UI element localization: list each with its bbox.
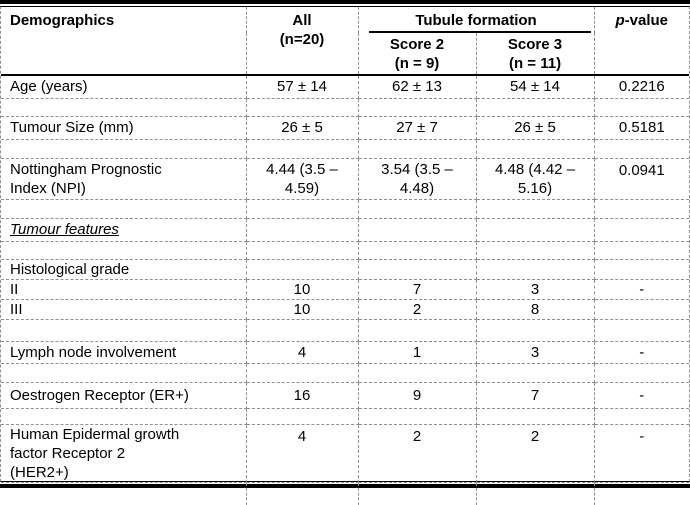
cell-score2: 2: [357, 298, 477, 320]
cell-score2: 2: [357, 423, 477, 483]
header-all-label: All: [292, 12, 312, 29]
cell-score2: 62 ± 13: [357, 74, 477, 99]
header-p-value-rest: -value: [624, 12, 669, 29]
cell-label: Oestrogen Receptor (ER+): [1, 381, 247, 409]
cell-label-text: Human Epidermal growth factor Receptor 2…: [10, 425, 180, 481]
cell-score2: 7: [357, 278, 477, 300]
header-score2-label: Score 2: [389, 36, 445, 53]
table-row-oestrogen-receptor: Oestrogen Receptor (ER+) 16 9 7 -: [1, 381, 689, 409]
demographics-table: Demographics All (n=20) Tubule formation…: [1, 7, 689, 505]
cell-score2: 27 ± 7: [357, 115, 477, 140]
cell-all: 26 ± 5: [245, 115, 359, 140]
cell-label: III: [1, 298, 247, 320]
cell-all: 4.44 (3.5 – 4.59): [245, 157, 359, 200]
cell-all: 57 ± 14: [245, 74, 359, 99]
table-row-age: Age (years) 57 ± 14 62 ± 13 54 ± 14 0.22…: [1, 74, 689, 99]
cell-label: Age (years): [1, 74, 247, 99]
header-score3-n: (n = 11): [508, 55, 562, 72]
table-row-her2: Human Epidermal growth factor Receptor 2…: [1, 423, 689, 483]
header-score3: Score 3 (n = 11): [475, 33, 595, 76]
cell-score2: 9: [357, 381, 477, 409]
cell-label-text: Nottingham Prognostic Index (NPI): [10, 160, 162, 197]
table-frame-inner: Demographics All (n=20) Tubule formation…: [0, 6, 690, 505]
cell-pvalue: [593, 298, 689, 320]
cell-pvalue: 0.2216: [593, 74, 689, 99]
header-row-main: Demographics All (n=20) Tubule formation…: [1, 7, 689, 76]
cell-label: Lymph node involvement: [1, 340, 247, 364]
table-row-npi: Nottingham Prognostic Index (NPI) 4.44 (…: [1, 157, 689, 200]
header-score2: Score 2 (n = 9): [357, 33, 477, 76]
cell-score3: 3: [475, 278, 595, 300]
spacer-row: [1, 362, 689, 383]
cell-pvalue: -: [593, 278, 689, 300]
header-all-n: (n=20): [279, 31, 325, 48]
cell-label: Histological grade: [1, 258, 247, 280]
cell-score3: 8: [475, 298, 595, 320]
cell-label: Tumour features: [1, 217, 247, 242]
spacer-row: [1, 198, 689, 219]
table-row-tumour-features-section: Tumour features: [1, 217, 689, 242]
cell-all: 4: [245, 423, 359, 483]
tubule-underline-rule: [368, 31, 591, 33]
cell-all: 4: [245, 340, 359, 364]
header-demographics: Demographics: [1, 7, 247, 76]
cell-score2: 1: [357, 340, 477, 364]
spacer-row: [1, 481, 689, 505]
cell-pvalue: -: [593, 423, 689, 483]
cell-label: Human Epidermal growth factor Receptor 2…: [1, 423, 247, 483]
cell-score3: 3: [475, 340, 595, 364]
header-p-value: p-value: [593, 7, 689, 76]
table-row-lymph-node: Lymph node involvement 4 1 3 -: [1, 340, 689, 364]
cell-score3: 54 ± 14: [475, 74, 595, 99]
header-all: All (n=20): [245, 7, 359, 76]
spacer-row: [1, 138, 689, 159]
table-row-grade-2: II 10 7 3 -: [1, 278, 689, 300]
table-body: Age (years) 57 ± 14 62 ± 13 54 ± 14 0.22…: [1, 74, 689, 505]
cell-label: II: [1, 278, 247, 300]
spacer-row: [1, 97, 689, 117]
cell-label: Tumour Size (mm): [1, 115, 247, 140]
cell-all: 10: [245, 298, 359, 320]
section-title: Tumour features: [10, 221, 119, 238]
cell-score3: 4.48 (4.42 – 5.16): [475, 157, 595, 200]
cell-pvalue: -: [593, 340, 689, 364]
cell-all: 16: [245, 381, 359, 409]
cell-pvalue: 0.5181: [593, 115, 689, 140]
cell-score3: 2: [475, 423, 595, 483]
cell-score3: 26 ± 5: [475, 115, 595, 140]
header-score2-n: (n = 9): [394, 55, 440, 72]
table-header: Demographics All (n=20) Tubule formation…: [1, 7, 689, 76]
table-row-histological-grade: Histological grade: [1, 258, 689, 280]
cell-pvalue: 0.0941: [593, 157, 689, 200]
cell-all: 10: [245, 278, 359, 300]
table-row-grade-3: III 10 2 8: [1, 298, 689, 320]
header-tubule-formation: Tubule formation: [357, 7, 595, 33]
cell-pvalue: -: [593, 381, 689, 409]
cell-label: Nottingham Prognostic Index (NPI): [1, 157, 247, 200]
cell-score2: 3.54 (3.5 – 4.48): [357, 157, 477, 200]
header-score3-label: Score 3: [507, 36, 563, 53]
header-tubule-formation-label: Tubule formation: [415, 12, 537, 29]
spacer-row: [1, 240, 689, 260]
header-p-value-p: p: [615, 12, 625, 29]
cell-score3: 7: [475, 381, 595, 409]
header-row-sub: Score 2 (n = 9) Score 3 (n = 11): [1, 33, 689, 76]
spacer-row: [1, 318, 689, 342]
table-row-tumour-size: Tumour Size (mm) 26 ± 5 27 ± 7 26 ± 5 0.…: [1, 115, 689, 140]
spacer-row: [1, 407, 689, 425]
